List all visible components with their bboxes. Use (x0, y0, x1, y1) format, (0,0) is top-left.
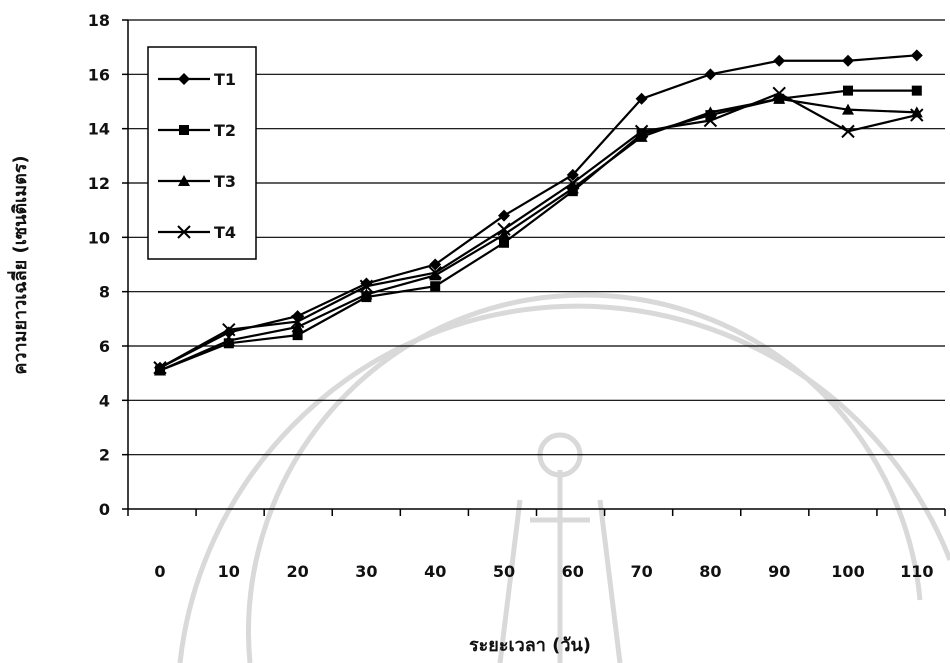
series-t3 (154, 92, 923, 376)
series-line-t3 (159, 97, 917, 372)
x-tick-label: 40 (424, 562, 446, 581)
data-point-t3 (566, 182, 579, 194)
data-point-t3 (842, 103, 854, 115)
x-tick-label: 20 (286, 562, 308, 581)
data-point-t2 (911, 85, 922, 96)
y-tick-label: 4 (99, 391, 110, 410)
data-point-t3 (429, 269, 442, 281)
data-point-t4 (359, 279, 374, 293)
data-point-t3 (635, 130, 648, 142)
x-tick-label: 90 (768, 562, 790, 581)
data-point-t4 (290, 314, 305, 329)
x-tick-label: 50 (493, 562, 515, 581)
data-point-t3 (291, 320, 304, 332)
data-point-t4 (222, 322, 236, 337)
data-point-t1 (429, 258, 442, 271)
data-point-t4 (497, 222, 511, 236)
data-point-t4 (566, 176, 580, 190)
data-point-t4 (428, 265, 442, 280)
data-point-t1 (566, 168, 579, 181)
watermark-seal (177, 292, 950, 663)
x-tick-label: 70 (630, 562, 652, 581)
data-point-t2 (499, 237, 509, 248)
data-point-t1 (910, 49, 923, 62)
legend-marker-t1 (178, 73, 190, 85)
x-tick-label: 100 (831, 562, 864, 581)
x-tick-label: 0 (154, 562, 165, 581)
legend-label: T3 (214, 172, 236, 191)
data-point-t2 (843, 85, 853, 96)
legend-marker-t4 (177, 225, 191, 239)
data-point-t1 (842, 54, 854, 67)
data-point-t3 (154, 364, 166, 376)
gridlines (128, 19, 945, 456)
x-tick-label: 60 (562, 562, 584, 581)
y-tick-label: 10 (88, 228, 110, 247)
data-point-t1 (704, 68, 717, 81)
data-point-t1 (498, 209, 510, 222)
legend-item-t4: T4 (158, 223, 236, 242)
y-axis-title: ความยาวเฉลี่ย (เซนติเมตร) (7, 155, 31, 374)
legend-item-t2: T2 (158, 121, 236, 140)
legend-label: T2 (214, 121, 236, 140)
data-point-t3 (773, 92, 786, 104)
series-layer (153, 49, 924, 376)
legend-item-t3: T3 (158, 172, 236, 191)
y-tick-labels: 0 2 4 6 8 10 12 14 16 18 (88, 11, 128, 519)
data-point-t4 (153, 361, 167, 375)
legend-item-t1: T1 (158, 70, 236, 89)
data-point-t3 (498, 228, 510, 240)
legend-label: T4 (214, 223, 236, 242)
data-point-t4 (634, 124, 649, 139)
series-t4 (153, 86, 924, 375)
legend-marker-t2 (179, 125, 189, 135)
y-tick-label: 16 (88, 65, 110, 84)
data-point-t2 (292, 330, 303, 341)
data-point-t3 (222, 334, 235, 346)
series-line-t2 (159, 89, 917, 372)
data-point-t4 (703, 113, 718, 128)
data-point-t4 (772, 86, 786, 101)
legend-marker-t3 (178, 175, 190, 186)
legend-box (147, 46, 257, 260)
y-tick-label: 18 (88, 11, 110, 30)
y-tick-label: 6 (99, 337, 110, 356)
y-tick-label: 14 (88, 120, 110, 139)
x-tick-label: 80 (699, 562, 721, 581)
x-tick-labels: 0 10 20 30 40 50 60 70 80 90 100 110 (127, 509, 946, 581)
data-point-t4 (910, 108, 924, 122)
y-tick-label: 12 (88, 174, 110, 193)
x-tick-label: 30 (355, 562, 377, 581)
series-line-t1 (159, 54, 917, 369)
data-point-t1 (635, 92, 648, 105)
data-point-t1 (773, 54, 786, 67)
data-point-t3 (910, 106, 923, 118)
y-tick-label: 2 (99, 446, 110, 465)
legend-label: T1 (214, 70, 236, 89)
y-tick-label: 8 (99, 283, 110, 302)
data-point-t4 (841, 124, 855, 139)
x-tick-label: 10 (218, 562, 240, 581)
data-point-t3 (360, 288, 373, 300)
data-point-t2 (430, 281, 441, 292)
series-line-t4 (159, 92, 918, 369)
x-axis-title: ระยะเวลา (วัน) (469, 635, 591, 656)
legend: T1 T2 T3 T4 (147, 46, 257, 260)
data-point-t3 (704, 106, 717, 118)
x-tick-label: 110 (900, 562, 933, 581)
y-tick-label: 0 (99, 500, 110, 519)
